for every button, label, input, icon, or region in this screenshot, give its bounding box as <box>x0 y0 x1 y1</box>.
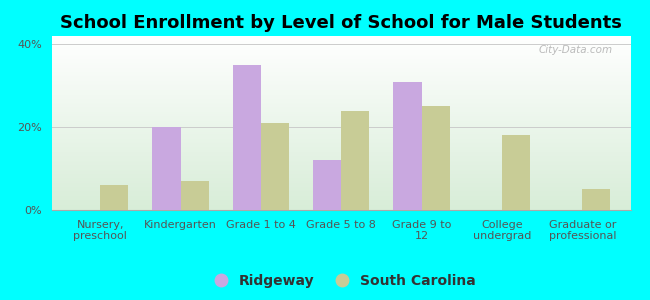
Bar <box>582 189 610 210</box>
Bar <box>393 82 422 210</box>
Bar <box>100 185 128 210</box>
Legend: Ridgeway, South Carolina: Ridgeway, South Carolina <box>201 268 482 293</box>
Bar <box>502 135 530 210</box>
Bar <box>261 123 289 210</box>
Text: City-Data.com: City-Data.com <box>539 45 613 55</box>
Bar <box>422 106 450 210</box>
Bar <box>153 127 181 210</box>
Title: School Enrollment by Level of School for Male Students: School Enrollment by Level of School for… <box>60 14 622 32</box>
Bar <box>181 181 209 210</box>
Bar <box>313 160 341 210</box>
Bar <box>341 111 369 210</box>
Bar <box>233 65 261 210</box>
